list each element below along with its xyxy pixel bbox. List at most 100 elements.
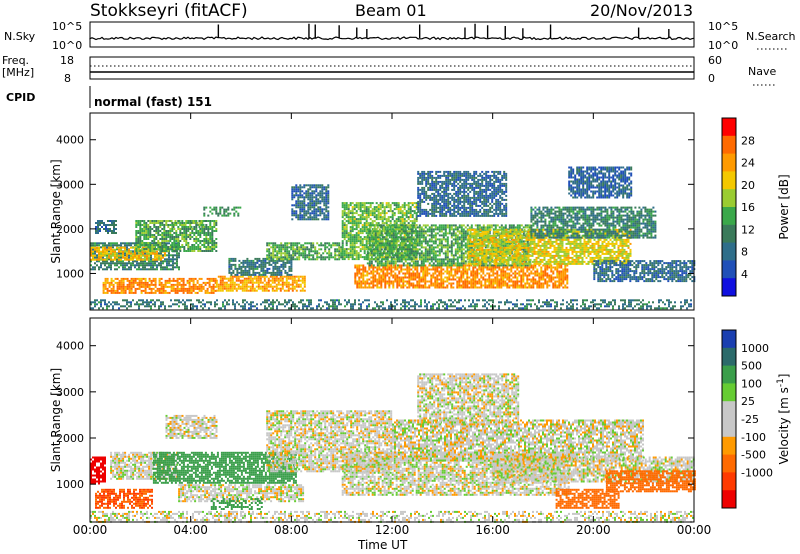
heatmap-cell (177, 220, 180, 222)
heatmap-cell (426, 228, 429, 231)
heatmap-cell (426, 254, 429, 257)
heatmap-cell (478, 268, 481, 271)
heatmap-cell (355, 234, 358, 237)
heatmap-cell (268, 259, 271, 262)
heatmap-cell (396, 276, 399, 279)
heatmap-cell (458, 268, 461, 271)
heatmap-cell (268, 248, 271, 251)
heatmap-cell (428, 238, 431, 241)
heatmap-cell (328, 258, 331, 261)
heatmap-cell (240, 267, 243, 270)
heatmap-cell (135, 234, 138, 236)
heatmap-cell (564, 266, 567, 269)
heatmap-cell (165, 246, 168, 248)
heatmap-cell (197, 232, 200, 234)
heatmap-cell (227, 287, 230, 290)
heatmap-cell (304, 252, 307, 255)
heatmap-cell (291, 287, 294, 290)
heatmap-cell (414, 264, 417, 267)
heatmap-cell (356, 280, 359, 283)
heatmap-cell (371, 230, 374, 233)
heatmap-cell (486, 280, 489, 283)
heatmap-cell (406, 232, 409, 235)
heatmap-cell (382, 276, 385, 279)
heatmap-cell (353, 216, 356, 219)
heatmap-cell (235, 287, 238, 290)
heatmap-cell (313, 184, 316, 187)
heatmap-cell (255, 281, 258, 284)
heatmap-cell (145, 228, 148, 230)
heatmap-cell (178, 254, 180, 257)
heatmap-cell (102, 244, 104, 247)
heatmap-cell (245, 277, 248, 280)
heatmap-cell (353, 238, 356, 241)
heatmap-cell (514, 284, 517, 287)
heatmap-cell (402, 262, 405, 265)
heatmap-cell (396, 268, 399, 271)
heatmap-cell (104, 248, 106, 251)
heatmap-cell (384, 256, 387, 259)
heatmap-cell (266, 254, 269, 257)
heatmap-cell (310, 246, 313, 249)
heatmap-cell (134, 277, 137, 280)
heatmap-cell (524, 274, 527, 277)
heatmap-cell (432, 272, 435, 275)
heatmap-cell (178, 277, 181, 280)
heatmap-cell (365, 246, 368, 249)
heatmap-cell (393, 222, 396, 225)
heatmap-cell (415, 258, 418, 261)
heatmap-cell (243, 277, 246, 280)
heatmap-cell (401, 222, 404, 225)
heatmap-cell (424, 256, 427, 259)
heatmap-cell (286, 242, 289, 245)
heatmap-cell (199, 222, 202, 224)
heatmap-cell (187, 220, 190, 222)
heatmap-cell (149, 248, 152, 250)
heatmap-cell (174, 262, 176, 265)
heatmap-cell (142, 246, 144, 249)
heatmap-cell (161, 250, 164, 252)
heatmap-cell (215, 222, 218, 224)
heatmap-cell (323, 214, 326, 217)
heatmap-cell (394, 226, 397, 229)
heatmap-cell (372, 254, 375, 257)
heatmap-cell (347, 236, 350, 239)
heatmap-cell (385, 230, 388, 233)
heatmap-cell (392, 270, 395, 273)
heatmap-cell (380, 248, 383, 251)
heatmap-cell (341, 224, 344, 227)
heatmap-cell (409, 228, 412, 231)
heatmap-cell (233, 285, 236, 288)
heatmap-cell (292, 258, 295, 261)
heatmap-cell (297, 188, 300, 191)
heatmap-cell (132, 285, 135, 288)
heatmap-cell (198, 226, 201, 228)
heatmap-cell (334, 258, 337, 261)
heatmap-cell (480, 280, 483, 283)
heatmap-cell (248, 271, 251, 274)
heatmap-cell (334, 248, 337, 251)
heatmap-cell (281, 279, 284, 282)
heatmap-cell (357, 234, 360, 237)
heatmap-cell (138, 281, 141, 284)
heatmap-cell (128, 285, 131, 288)
heatmap-cell (474, 272, 477, 275)
heatmap-cell (179, 224, 182, 226)
heatmap-cell (98, 266, 100, 269)
heatmap-cell (174, 254, 176, 257)
heatmap-cell (362, 272, 365, 275)
heatmap-cell (309, 218, 312, 221)
heatmap-cell (351, 248, 354, 251)
heatmap-cell (320, 242, 323, 245)
heatmap-cell (162, 287, 165, 290)
heatmap-cell (366, 258, 369, 261)
heatmap-cell (378, 262, 381, 265)
heatmap-cell (128, 287, 131, 290)
heatmap-cell (245, 281, 248, 284)
heatmap-cell (301, 210, 304, 213)
heatmap-cell (219, 287, 222, 290)
heatmap-cell (307, 188, 310, 191)
heatmap-cell (468, 268, 471, 271)
heatmap-cell (307, 202, 310, 205)
heatmap-cell (474, 270, 477, 273)
